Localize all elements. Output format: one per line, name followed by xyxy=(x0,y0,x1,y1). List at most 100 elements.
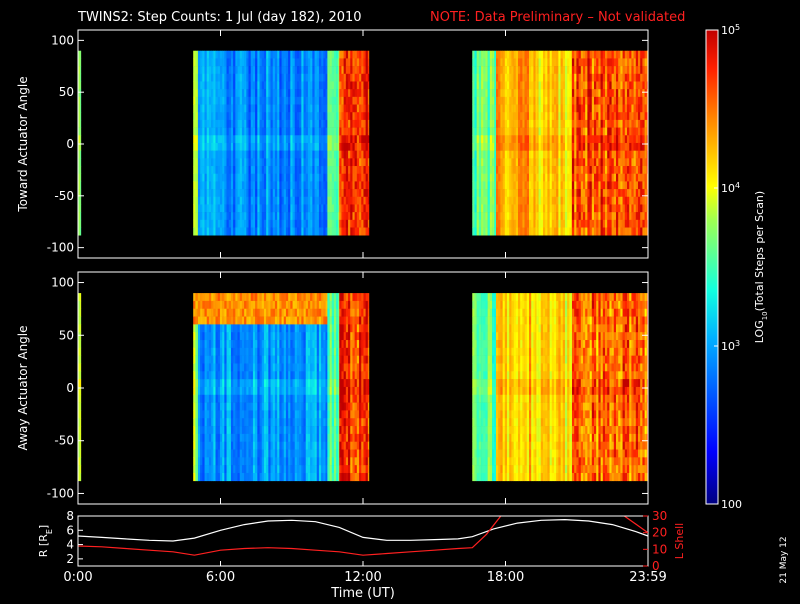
heatmap-cell xyxy=(601,51,604,59)
heatmap-cell xyxy=(625,58,628,66)
heatmap-cell xyxy=(579,189,582,197)
heatmap-cell xyxy=(366,143,369,151)
heatmap-cell xyxy=(220,426,223,434)
heatmap-cell xyxy=(607,181,610,189)
heatmap-cell xyxy=(477,66,480,74)
heatmap-cell xyxy=(554,66,557,74)
heatmap-cell xyxy=(205,212,208,220)
heatmap-cell xyxy=(308,143,311,151)
heatmap-cell xyxy=(319,81,322,89)
heatmap-cell xyxy=(198,135,201,143)
heatmap-cell xyxy=(224,58,227,66)
heatmap-cell xyxy=(359,97,362,105)
heatmap-cell xyxy=(255,340,258,348)
heatmap-cell xyxy=(344,97,347,105)
heatmap-cell xyxy=(266,197,269,205)
heatmap-cell xyxy=(492,189,495,197)
heatmap-cell xyxy=(193,363,196,371)
heatmap-cell xyxy=(275,97,278,105)
heatmap-cell xyxy=(235,174,238,182)
heatmap-cell xyxy=(312,151,315,159)
heatmap-cell xyxy=(511,197,514,205)
heatmap-cell xyxy=(645,174,648,182)
heatmap-cell xyxy=(509,97,512,105)
heatmap-cell xyxy=(605,74,608,82)
heatmap-cell xyxy=(231,212,234,220)
heatmap-cell xyxy=(312,135,315,143)
heatmap-cell xyxy=(522,135,525,143)
heatmap-cell xyxy=(332,228,335,236)
heatmap-cell xyxy=(244,450,247,458)
heatmap-cell xyxy=(572,89,575,97)
heatmap-cell xyxy=(293,158,296,166)
heatmap-cell xyxy=(321,220,324,228)
heatmap-cell xyxy=(533,174,536,182)
heatmap-cell xyxy=(271,379,274,387)
heatmap-cell xyxy=(607,74,610,82)
heatmap-cell xyxy=(642,105,645,113)
heatmap-cell xyxy=(240,473,243,481)
heatmap-cell xyxy=(216,340,219,348)
heatmap-cell xyxy=(218,105,221,113)
heatmap-cell xyxy=(218,189,221,197)
heatmap-cell xyxy=(200,151,203,159)
heatmap-cell xyxy=(558,212,561,220)
heatmap-cell xyxy=(472,189,475,197)
heatmap-cell xyxy=(260,97,263,105)
heatmap-cell xyxy=(295,97,298,105)
heatmap-cell xyxy=(262,379,265,387)
heatmap-cell xyxy=(334,58,337,66)
heatmap-cell xyxy=(231,403,234,411)
heatmap-cell xyxy=(205,105,208,113)
heatmap-cell xyxy=(525,128,528,136)
heatmap-cell xyxy=(605,158,608,166)
heatmap-cell xyxy=(195,457,198,465)
heatmap-cell xyxy=(242,128,245,136)
heatmap-cell xyxy=(327,66,330,74)
heatmap-cell xyxy=(492,120,495,128)
heatmap-cell xyxy=(527,143,530,151)
heatmap-cell xyxy=(511,97,514,105)
heatmap-cell xyxy=(251,457,254,465)
heatmap-cell xyxy=(253,158,256,166)
heatmap-cell xyxy=(623,181,626,189)
heatmap-cell xyxy=(211,442,214,450)
heatmap-cell xyxy=(273,105,276,113)
heatmap-cell xyxy=(255,158,258,166)
heatmap-cell xyxy=(251,135,254,143)
heatmap-cell xyxy=(363,128,366,136)
heatmap-cell xyxy=(529,174,532,182)
heatmap-cell xyxy=(297,97,300,105)
heatmap-cell xyxy=(634,189,637,197)
heatmap-cell xyxy=(550,204,553,212)
heatmap-cell xyxy=(533,220,536,228)
heatmap-cell xyxy=(601,228,604,236)
heatmap-cell xyxy=(563,112,566,120)
heatmap-cell xyxy=(235,363,238,371)
heatmap-cell xyxy=(346,128,349,136)
heatmap-cell xyxy=(348,97,351,105)
heatmap-cell xyxy=(596,220,599,228)
heatmap-cell xyxy=(297,105,300,113)
heatmap-cell xyxy=(539,212,542,220)
heatmap-cell xyxy=(332,120,335,128)
heatmap-cell xyxy=(581,151,584,159)
heatmap-cell xyxy=(249,220,252,228)
heatmap-cell xyxy=(545,197,548,205)
heatmap-cell xyxy=(509,51,512,59)
heatmap-cell xyxy=(277,166,280,174)
heatmap-cell xyxy=(485,151,488,159)
heatmap-cell xyxy=(198,151,201,159)
heatmap-cell xyxy=(509,143,512,151)
heatmap-cell xyxy=(326,189,328,197)
heatmap-cell xyxy=(198,457,201,465)
heatmap-cell xyxy=(299,58,302,66)
heatmap-cell xyxy=(323,220,326,228)
heatmap-cell xyxy=(616,120,619,128)
heatmap-cell xyxy=(636,166,639,174)
heatmap-cell xyxy=(587,212,590,220)
heatmap-cell xyxy=(275,120,278,128)
heatmap-cell xyxy=(301,143,304,151)
heatmap-cell xyxy=(253,395,256,403)
heatmap-cell xyxy=(224,89,227,97)
